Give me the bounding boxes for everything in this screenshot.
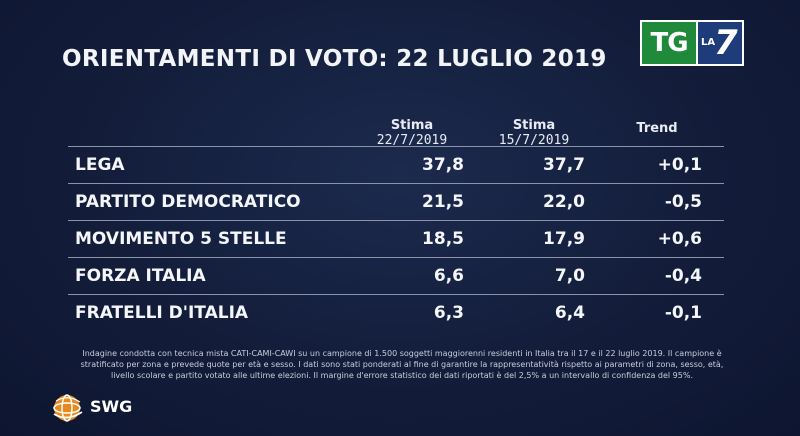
trend-value: -0,4 (664, 266, 702, 286)
tg-logo-text: TG (640, 20, 698, 66)
trend-value: -0,5 (664, 192, 702, 212)
methodology-footnote: Indagine condotta con tecnica mista CATI… (80, 349, 724, 380)
party-name: FORZA ITALIA (75, 266, 206, 286)
estimate-15-7-value: 7,0 (554, 266, 585, 286)
estimate-22-7-value: 6,6 (433, 266, 464, 286)
party-name: FRATELLI D'ITALIA (75, 303, 249, 323)
estimate-15-7-value: 17,9 (543, 229, 585, 249)
trend-value: +0,1 (657, 155, 702, 175)
poll-table: LEGA 37,8 37,7 +0,1 PARTITO DEMOCRATICO … (68, 146, 724, 331)
estimate-15-7-value: 37,7 (543, 155, 585, 175)
estimate-15-7-value: 6,4 (554, 303, 585, 323)
estimate-22-7-value: 21,5 (422, 192, 464, 212)
header-estimate-15-7: Stima 15/7/2019 (484, 118, 584, 148)
header-estimate-15-7-label: Stima (512, 118, 556, 133)
party-name: LEGA (75, 155, 125, 175)
estimate-22-7-value: 37,8 (422, 155, 464, 175)
swg-logo-text: SWG (90, 397, 133, 416)
header-estimate-15-7-date: 15/7/2019 (498, 133, 570, 148)
header-estimate-22-7-label: Stima (390, 118, 434, 133)
la7-logo-la: LA (701, 37, 716, 48)
header-trend-label: Trend (636, 121, 678, 136)
estimate-22-7-value: 18,5 (422, 229, 464, 249)
tg-la7-logo: TG LA 7 (640, 20, 744, 66)
party-name: PARTITO DEMOCRATICO (75, 192, 301, 212)
party-name: MOVIMENTO 5 STELLE (75, 229, 287, 249)
trend-value: -0,1 (664, 303, 702, 323)
table-row: FRATELLI D'ITALIA 6,3 6,4 -0,1 (68, 294, 724, 331)
header-trend: Trend (612, 121, 702, 136)
trend-value: +0,6 (657, 229, 702, 249)
header-estimate-22-7: Stima 22/7/2019 (362, 118, 462, 148)
table-row: LEGA 37,8 37,7 +0,1 (68, 146, 724, 183)
swg-globe-icon (53, 394, 83, 422)
table-row: FORZA ITALIA 6,6 7,0 -0,4 (68, 257, 724, 294)
estimate-22-7-value: 6,3 (433, 303, 464, 323)
table-row: MOVIMENTO 5 STELLE 18,5 17,9 +0,6 (68, 220, 724, 257)
page-title: ORIENTAMENTI DI VOTO: 22 LUGLIO 2019 (62, 46, 607, 72)
table-row: PARTITO DEMOCRATICO 21,5 22,0 -0,5 (68, 183, 724, 220)
estimate-15-7-value: 22,0 (543, 192, 585, 212)
la7-logo-block: LA 7 (698, 20, 744, 66)
header-estimate-22-7-date: 22/7/2019 (376, 133, 448, 148)
la7-logo-seven: 7 (714, 23, 738, 63)
